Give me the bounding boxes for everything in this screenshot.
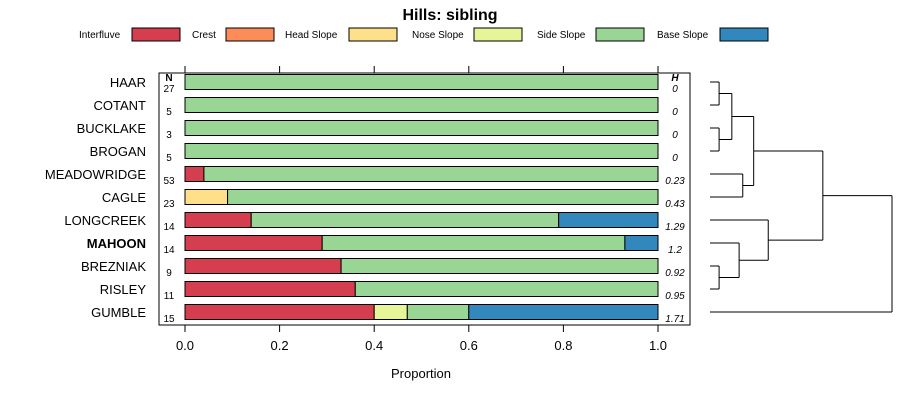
h-value: 0 xyxy=(672,84,678,95)
h-value: 0 xyxy=(672,130,678,141)
row-label: BROGAN xyxy=(90,144,146,159)
bar-segment xyxy=(624,235,659,251)
bar-segment xyxy=(250,212,560,228)
legend-swatch xyxy=(348,27,398,42)
x-tick-label: 0.4 xyxy=(365,338,383,353)
legend-label: Interfluve xyxy=(79,30,121,41)
legend-label: Base Slope xyxy=(657,30,709,41)
legend-swatch xyxy=(131,27,181,42)
row-label: COTANT xyxy=(94,98,147,113)
bar-segment xyxy=(184,189,229,205)
row-label: RISLEY xyxy=(100,282,147,297)
n-value: 9 xyxy=(166,268,172,279)
legend-label: Nose Slope xyxy=(412,30,464,41)
bar-segment xyxy=(468,304,659,320)
row-label: CAGLE xyxy=(102,190,146,205)
legend-label: Side Slope xyxy=(537,30,586,41)
bar-segment xyxy=(184,120,659,136)
h-value: 0 xyxy=(672,107,678,118)
n-column-header: N xyxy=(165,73,172,84)
n-value: 14 xyxy=(163,222,175,233)
h-value: 0.95 xyxy=(665,291,685,302)
x-tick-label: 0.8 xyxy=(554,338,572,353)
x-axis-label: Proportion xyxy=(391,366,451,381)
dendrogram xyxy=(710,81,893,313)
x-axis: 0.0 0.2 0.4 0.6 0.8 1.0 xyxy=(176,66,667,353)
h-value: 1.71 xyxy=(665,314,684,325)
h-value: 0.23 xyxy=(665,176,685,187)
legend-label: Head Slope xyxy=(285,30,338,41)
n-value: 14 xyxy=(163,245,175,256)
bar-segment xyxy=(184,166,205,182)
legend-label: Crest xyxy=(192,30,216,41)
x-tick-label: 0.0 xyxy=(176,338,194,353)
bar-segment xyxy=(354,281,659,297)
row-label: HAAR xyxy=(110,75,146,90)
bar-segment xyxy=(184,281,356,297)
n-value: 53 xyxy=(163,176,175,187)
row-label: MEADOWRIDGE xyxy=(45,167,146,182)
n-value: 3 xyxy=(166,130,172,141)
legend-swatch xyxy=(473,27,523,42)
bar-segment xyxy=(184,97,659,113)
legend-swatch xyxy=(719,27,769,42)
x-tick-label: 1.0 xyxy=(649,338,667,353)
n-value: 27 xyxy=(163,84,175,95)
x-tick-label: 0.6 xyxy=(460,338,478,353)
bar-segment xyxy=(184,258,342,274)
legend: Interfluve Crest Head Slope Nose Slope Side … xyxy=(79,27,769,42)
row-labels: HAAR COTANT BUCKLAKE BROGAN MEADOWRIDGE CAGLE… xyxy=(45,75,146,320)
h-column-header: H xyxy=(671,73,679,84)
row-label: BUCKLAKE xyxy=(77,121,147,136)
n-value: 11 xyxy=(164,291,175,302)
row-label: BREZNIAK xyxy=(81,259,146,274)
legend-swatch xyxy=(225,27,275,42)
chart-title: Hills: sibling xyxy=(402,7,497,24)
h-value: 1.29 xyxy=(665,222,685,233)
bar-segment xyxy=(184,74,659,90)
bar-segment xyxy=(184,212,252,228)
bar-segment xyxy=(406,304,470,320)
h-value: 0 xyxy=(672,153,678,164)
h-values: 0 0 0 0 0.23 0.43 1.29 1.2 0.92 0.95 1.71 xyxy=(665,84,685,325)
bar-segment xyxy=(373,304,408,320)
x-tick-label: 0.2 xyxy=(271,338,289,353)
n-value: 15 xyxy=(163,314,175,325)
plot-frame xyxy=(158,72,691,326)
bar-segment xyxy=(227,189,659,205)
bar-segment xyxy=(184,235,323,251)
n-value: 5 xyxy=(166,153,172,164)
bar-segment xyxy=(321,235,626,251)
bar-segment xyxy=(184,304,375,320)
h-value: 0.43 xyxy=(665,199,685,210)
bar-segment xyxy=(558,212,659,228)
n-value: 23 xyxy=(163,199,175,210)
bars xyxy=(184,74,659,320)
n-value: 5 xyxy=(166,107,172,118)
legend-swatch xyxy=(595,27,645,42)
row-label: MAHOON xyxy=(87,236,146,251)
h-value: 1.2 xyxy=(668,245,682,256)
h-value: 0.92 xyxy=(665,268,685,279)
bar-segment xyxy=(184,143,659,159)
row-label: GUMBLE xyxy=(91,305,146,320)
row-label: LONGCREEK xyxy=(64,213,146,228)
bar-segment xyxy=(340,258,659,274)
bar-segment xyxy=(203,166,659,182)
